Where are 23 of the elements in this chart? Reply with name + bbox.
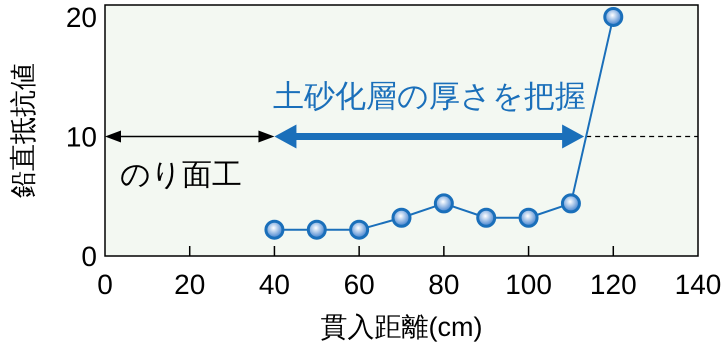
y-axis-title: 鉛直抵抗値 <box>8 63 38 198</box>
point <box>434 193 454 214</box>
point <box>476 208 496 228</box>
annotation: のり面工 <box>120 158 242 192</box>
point <box>392 208 412 228</box>
x-tick-label: 100 <box>505 269 552 300</box>
y-tick-label: 10 <box>66 121 97 152</box>
point <box>603 6 624 27</box>
x-tick-label: 60 <box>344 269 375 300</box>
point <box>306 220 327 240</box>
y-tick-label: 20 <box>66 2 97 33</box>
x-tick-label: 120 <box>590 269 637 300</box>
point <box>518 208 539 228</box>
y-tick-label: 0 <box>81 241 97 272</box>
point <box>560 193 581 214</box>
x-tick-label: 140 <box>674 269 721 300</box>
x-tick-label: 20 <box>174 269 206 300</box>
point <box>349 220 370 240</box>
x-tick-label: 40 <box>258 269 290 300</box>
point <box>264 220 284 240</box>
x-axis-title: 貫入距離(cm) <box>320 312 482 342</box>
annotation: 土砂化層の厚さを把握 <box>272 78 586 114</box>
x-tick-label: 80 <box>428 269 460 300</box>
